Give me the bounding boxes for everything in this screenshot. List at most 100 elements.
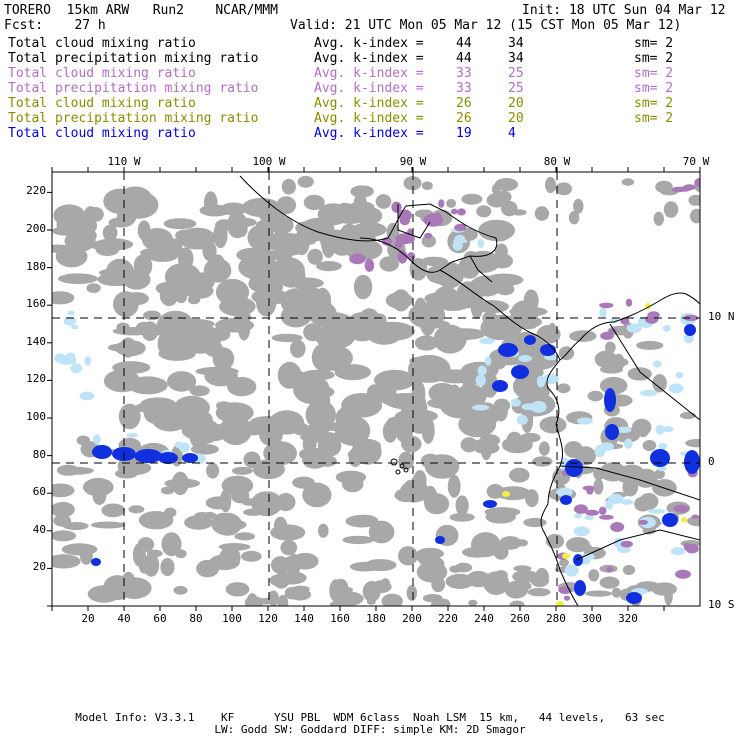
cloud-cell	[493, 398, 511, 413]
cloud-cell	[483, 582, 496, 591]
longitude-label: 110 W	[107, 155, 141, 168]
cloud-cell	[132, 543, 146, 567]
legend-index-label: Avg. k-index =	[314, 126, 424, 141]
cloud-cell	[565, 459, 583, 477]
cloud-cell	[58, 273, 98, 285]
cloud-cell	[302, 482, 332, 508]
init-time: Init: 18 UTC Sun 04 Mar 12	[522, 3, 726, 18]
cloud-cell	[163, 218, 197, 230]
cloud-cell	[56, 464, 80, 476]
cloud-cell	[594, 350, 618, 368]
cloud-cell	[122, 579, 135, 596]
cloud-cell	[532, 456, 553, 467]
legend-to: 20	[508, 111, 524, 126]
cloud-cell	[679, 412, 696, 420]
cloud-cell	[280, 540, 298, 556]
legend-to: 20	[508, 96, 524, 111]
cloud-cell	[277, 264, 306, 288]
cloud-cell	[53, 514, 72, 527]
cloud-cell	[143, 310, 161, 321]
cloud-cell	[556, 383, 571, 394]
cloud-cell	[458, 411, 497, 438]
cloud-cell	[636, 340, 664, 350]
y-tick-label: 60	[32, 485, 46, 499]
cloud-cell	[576, 417, 594, 425]
x-tick-label: 200	[402, 612, 422, 625]
cloud-cell	[375, 194, 392, 209]
cloud-cell	[403, 176, 422, 191]
legend-from: 33	[456, 66, 472, 81]
cloud-cell	[406, 228, 414, 239]
cloud-cell	[637, 426, 649, 438]
cloud-cell	[182, 453, 198, 463]
y-tick-label: 180	[26, 259, 46, 273]
cloud-cell	[215, 318, 254, 333]
cloud-cell	[443, 328, 486, 340]
legend-to: 25	[508, 81, 524, 96]
cloud-cell	[486, 484, 504, 499]
legend-to: 25	[508, 66, 524, 81]
cloud-cell	[461, 193, 483, 205]
cloud-cell	[128, 505, 145, 514]
cloud-cell	[253, 281, 279, 292]
cloud-cell	[179, 324, 222, 354]
cloud-cell	[560, 495, 572, 505]
cloud-cell	[485, 510, 516, 524]
x-tick-label: 60	[153, 612, 167, 625]
cloud-cell	[381, 593, 403, 606]
cloud-cell	[175, 549, 187, 559]
cloud-cell	[599, 442, 614, 451]
cloud-cell	[219, 489, 232, 513]
legend-index-label: Avg. k-index =	[314, 111, 424, 126]
cloud-cell	[52, 554, 81, 569]
cloud-cell	[370, 580, 392, 594]
cloud-cell	[509, 467, 530, 483]
cloud-cell	[119, 337, 137, 358]
cloud-cell	[271, 233, 309, 256]
cloud-cell	[548, 322, 557, 339]
cloud-cell	[450, 208, 459, 215]
cloud-cell	[352, 438, 382, 454]
cloud-cell	[263, 238, 287, 250]
cloud-cell	[307, 248, 323, 265]
cloud-cell	[83, 477, 114, 497]
cloud-cell	[574, 580, 586, 596]
cloud-cell	[675, 371, 684, 379]
cloud-cell	[599, 307, 607, 318]
cloud-cell	[498, 343, 518, 357]
cloud-cell	[277, 361, 302, 389]
cloud-cell	[416, 561, 448, 583]
cloud-cell	[374, 369, 416, 391]
cloud-cell	[52, 530, 76, 542]
cloud-cell	[336, 586, 353, 593]
longitude-label: 80 W	[543, 155, 571, 168]
cloud-cell	[239, 265, 273, 276]
cloud-cell	[101, 503, 125, 518]
cloud-cell	[599, 302, 614, 309]
cloud-cell	[391, 201, 402, 213]
cloud-cell	[269, 574, 291, 587]
legend-from: 26	[456, 96, 472, 111]
cloud-cell	[258, 422, 283, 447]
cloud-cell	[401, 435, 422, 453]
cloud-cell	[291, 585, 310, 593]
cloud-cell	[691, 514, 699, 519]
legend-to: 34	[508, 36, 524, 51]
cloud-cell	[587, 390, 604, 402]
cloud-cell	[593, 478, 604, 495]
cloud-cell	[491, 184, 501, 195]
cloud-cell	[93, 434, 101, 445]
cloud-cell	[161, 532, 182, 557]
cloud-cell	[670, 547, 686, 556]
cloud-cell	[71, 324, 79, 330]
cloud-cell	[91, 558, 101, 566]
cloud-cell	[281, 178, 296, 195]
cloud-cell	[255, 218, 290, 232]
cloud-cell	[610, 522, 625, 532]
latitude-label: 10 N	[708, 310, 735, 323]
cloud-cell	[148, 251, 178, 262]
cloud-cell	[605, 424, 619, 440]
cloud-cell	[518, 340, 529, 359]
cloud-cell	[588, 569, 600, 582]
cloud-cell	[404, 480, 415, 493]
